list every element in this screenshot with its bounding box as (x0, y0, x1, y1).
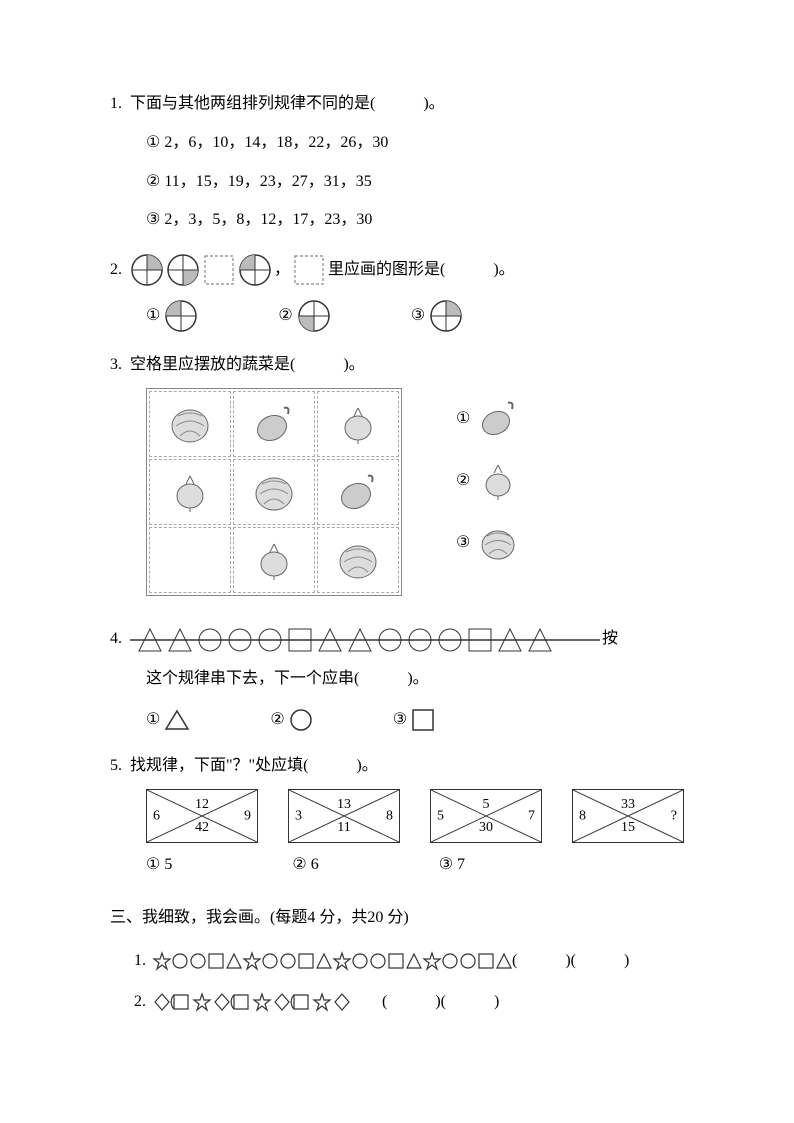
bead-string-icon (130, 625, 600, 655)
q3-body: ① ② ③ (110, 388, 684, 607)
eggplant-icon (250, 402, 298, 446)
q4-line2: 这个规律串下去，下一个应串( )。 (110, 665, 684, 694)
opt: ② (278, 299, 330, 333)
q-num: 4. (110, 625, 122, 654)
square-icon (411, 708, 435, 732)
section-3-title: 三、我细致，我会画。(每题4 分，共20 分) (110, 904, 684, 933)
pie-icon (297, 299, 331, 333)
circle-icon (289, 708, 313, 732)
question-4: 4. 按 这个规律串下去，下一个应串( )。 ① ② ③ (110, 625, 684, 735)
question-5: 5. 找规律，下面"？"处应填( )。 126942 133811 55730 … (110, 752, 684, 880)
q5-opts: ① 5 ② 6 ③ 7 (110, 851, 684, 880)
opt: ② (270, 706, 312, 735)
q5-text: 5. 找规律，下面"？"处应填( )。 (110, 752, 684, 781)
comma: ， (274, 256, 290, 285)
q-text: 1. 下面与其他两组排列规律不同的是( )。 (110, 90, 684, 119)
dashed-box-icon (292, 253, 326, 287)
eggplant-icon (334, 470, 382, 514)
radish-icon (250, 538, 298, 582)
cabbage-icon (166, 402, 214, 446)
dashed-box-icon (202, 253, 236, 287)
q-body: 下面与其他两组排列规律不同的是( )。 (130, 90, 445, 119)
q-body: 找规律，下面"？"处应填( )。 (130, 752, 378, 781)
q1-line2: ② 11，15，19，23，27，31，35 (110, 168, 684, 197)
radish-icon (476, 461, 520, 501)
blanks: ( )( ) (512, 947, 629, 976)
radish-icon (334, 402, 382, 446)
cabbage-icon (476, 523, 520, 563)
question-2: 2. ， 里应画的图形是( )。 ① ② ③ (110, 253, 684, 333)
eggplant-icon (476, 399, 520, 439)
q-num: 5. (110, 752, 122, 781)
veg-grid (146, 388, 402, 596)
q1-line3: ③ 2，3，5，8，12，17，23，30 (110, 206, 684, 235)
question-3: 3. 空格里应摆放的蔬菜是( )。 ① ② ③ (110, 351, 684, 607)
q-num: 2. (134, 988, 146, 1017)
pie-icon (164, 299, 198, 333)
pattern-icon (152, 992, 382, 1012)
q-num: 1. (134, 947, 146, 976)
opt: ① (456, 388, 520, 450)
radish-icon (166, 470, 214, 514)
q1-line1: ① 2，6，10，14，18，22，26，30 (110, 129, 684, 158)
cabbage-icon (334, 538, 382, 582)
veg-opts: ① ② ③ (456, 388, 520, 574)
q2-tail: 里应画的图形是( )。 (328, 256, 515, 285)
q4-tail: 按 (602, 625, 618, 654)
pie-icon (130, 253, 164, 287)
opt: ② 6 (292, 851, 318, 880)
opt: ③ (393, 706, 435, 735)
xbox: 55730 (430, 789, 542, 843)
pie-icon (238, 253, 272, 287)
section3-q2: 2. ( )( ) (110, 988, 684, 1017)
triangle-icon (164, 708, 190, 732)
xbox: 126942 (146, 789, 258, 843)
q4-opts: ① ② ③ (110, 706, 684, 735)
pie-icon (429, 299, 463, 333)
q-body: 空格里应摆放的蔬菜是( )。 (130, 351, 365, 380)
q-num: 1. (110, 90, 122, 119)
opt: ③ (411, 299, 463, 333)
opt: ③ (456, 512, 520, 574)
question-1: 1. 下面与其他两组排列规律不同的是( )。 ① 2，6，10，14，18，22… (110, 90, 684, 235)
pie-icon (166, 253, 200, 287)
cabbage-icon (250, 470, 298, 514)
pattern-icon (152, 951, 512, 971)
opt: ③ 7 (439, 851, 465, 880)
q-num: 2. (110, 256, 122, 285)
xbox: 133811 (288, 789, 400, 843)
opt: ② (456, 450, 520, 512)
opt: ① 5 (146, 851, 172, 880)
section3-q1: 1. ( )( ) (110, 947, 684, 976)
q2-opts: ① ② ③ (110, 299, 684, 333)
q3-text: 3. 空格里应摆放的蔬菜是( )。 (110, 351, 684, 380)
blanks: ( )( ) (382, 988, 499, 1017)
q5-boxes: 126942 133811 55730 338?15 (110, 789, 684, 843)
opt: ① (146, 706, 190, 735)
xbox: 338?15 (572, 789, 684, 843)
q2-line: 2. ， 里应画的图形是( )。 (110, 253, 684, 287)
q-num: 3. (110, 351, 122, 380)
q4-line1: 4. 按 (110, 625, 684, 655)
opt: ① (146, 299, 198, 333)
